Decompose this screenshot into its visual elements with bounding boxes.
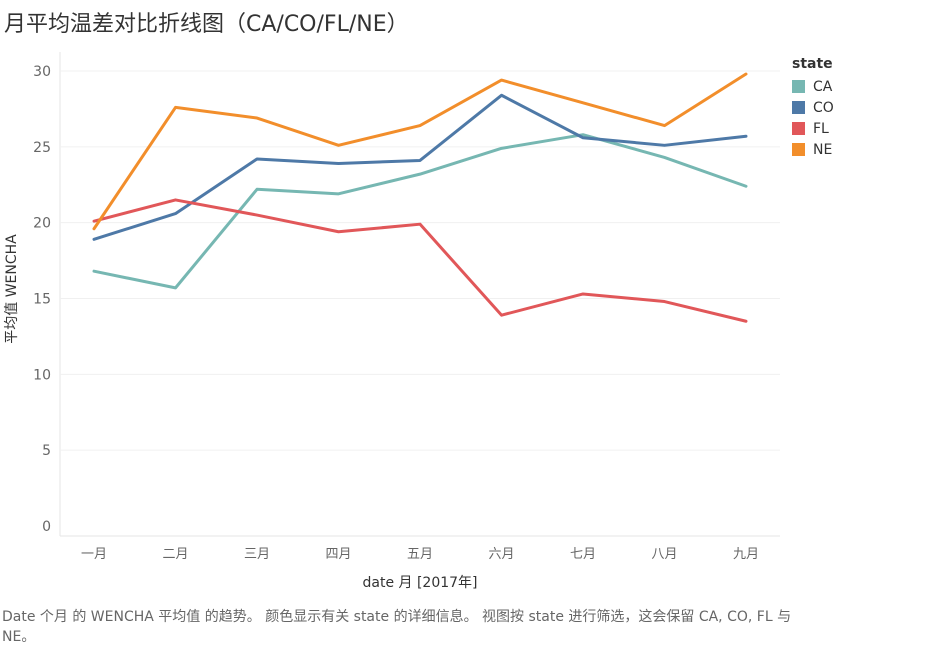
x-tick-label: 四月 xyxy=(325,547,351,562)
legend-label-ca: CA xyxy=(813,78,833,95)
y-tick-label: 25 xyxy=(33,140,51,156)
series-line-fl[interactable] xyxy=(92,198,748,323)
legend-label-fl: FL xyxy=(813,120,829,137)
x-tick-label: 七月 xyxy=(570,547,596,562)
x-tick-label: 九月 xyxy=(733,547,759,562)
x-tick-label: 一月 xyxy=(81,547,107,562)
y-tick-label: 15 xyxy=(33,292,51,308)
y-tick-label: 20 xyxy=(33,216,51,232)
chart-caption: Date 个月 的 WENCHA 平均值 的趋势。 颜色显示有关 state 的… xyxy=(2,609,792,645)
series-lines xyxy=(92,72,748,323)
legend-item-co[interactable]: CO xyxy=(792,97,834,118)
y-tick-label: 30 xyxy=(33,64,51,80)
y-tick-label: 0 xyxy=(42,519,51,535)
legend-item-fl[interactable]: FL xyxy=(792,118,834,139)
x-tick-label: 六月 xyxy=(488,547,514,562)
x-tick-label: 八月 xyxy=(651,547,677,562)
legend-label-co: CO xyxy=(813,99,834,116)
series-line-ne[interactable] xyxy=(92,72,748,231)
grid-lines xyxy=(59,52,780,537)
legend-item-ne[interactable]: NE xyxy=(792,139,834,160)
legend-swatch-ca xyxy=(792,80,805,93)
line-chart: 0 5 10 15 20 25 30 一月 二月 三月 四月 五月 六月 七月 八月 九月 平均值 WENC… xyxy=(4,52,780,591)
legend-item-ca[interactable]: CA xyxy=(792,76,834,97)
x-axis-label: date 月 [2017年] xyxy=(362,575,477,591)
y-tick-label: 10 xyxy=(33,367,51,383)
y-axis-label: 平均值 WENCHA xyxy=(4,234,20,344)
legend-swatch-ne xyxy=(792,143,805,156)
legend-label-ne: NE xyxy=(813,141,833,158)
y-axis-ticks: 0 5 10 15 20 25 30 xyxy=(33,64,51,535)
legend-title: state xyxy=(792,56,833,72)
series-line-ca[interactable] xyxy=(92,133,748,290)
legend-swatch-co xyxy=(792,101,805,114)
x-tick-label: 三月 xyxy=(244,547,270,562)
x-axis-ticks: 一月 二月 三月 四月 五月 六月 七月 八月 九月 xyxy=(81,547,759,562)
series-line-co[interactable] xyxy=(92,93,748,241)
legend: state CA CO FL NE xyxy=(792,56,834,160)
y-tick-label: 5 xyxy=(42,443,51,459)
x-tick-label: 五月 xyxy=(407,547,433,562)
chart-title: 月平均温差对比折线图（CA/CO/FL/NE） xyxy=(4,12,409,37)
legend-swatch-fl xyxy=(792,122,805,135)
x-tick-label: 二月 xyxy=(162,547,188,562)
